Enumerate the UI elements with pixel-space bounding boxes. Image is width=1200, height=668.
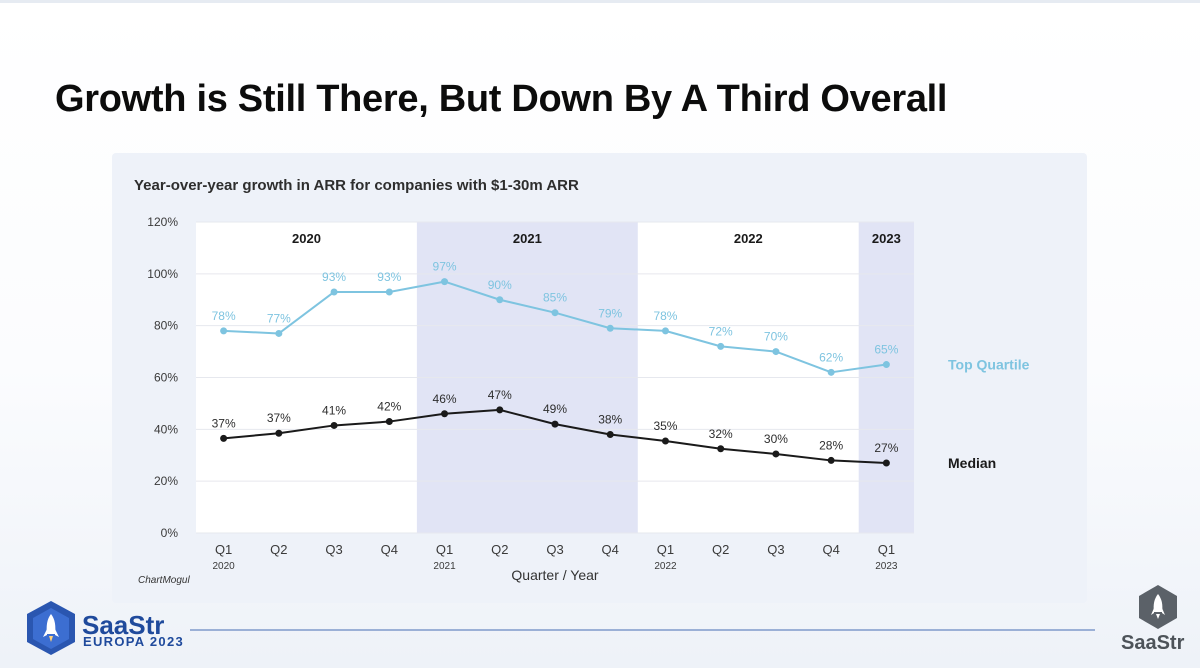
rocket-icon xyxy=(27,601,75,655)
x-axis-label: Quarter / Year xyxy=(511,567,599,583)
top-quartile-data-label: 65% xyxy=(874,343,898,357)
y-tick-label: 40% xyxy=(154,422,178,436)
y-tick-label: 80% xyxy=(154,319,178,333)
top-quartile-data-label: 93% xyxy=(322,270,346,284)
chart-card: 2020 2021 2022 2023 0% 20% 40% 60% 80% 100% 120% Q… xyxy=(112,153,1087,603)
slide-title: Growth is Still There, But Down By A Thi… xyxy=(55,78,948,120)
top-quartile-data-label: 78% xyxy=(212,309,236,323)
top-quartile-point xyxy=(385,288,393,296)
top-border xyxy=(0,0,1200,3)
x-tick-year-label: 2023 xyxy=(875,561,898,572)
x-tick-label: Q3 xyxy=(767,542,784,557)
top-quartile-series-label: Top Quartile xyxy=(948,357,1030,373)
x-tick-label: Q3 xyxy=(546,542,563,557)
x-tick-label: Q4 xyxy=(381,542,398,557)
top-quartile-point xyxy=(330,288,338,296)
top-quartile-point xyxy=(496,296,504,304)
x-tick-year-label: 2022 xyxy=(654,561,677,572)
y-tick-label: 20% xyxy=(154,474,178,488)
x-tick-label: Q1 xyxy=(657,542,674,557)
rocket-icon xyxy=(1139,585,1177,629)
top-quartile-point xyxy=(882,361,890,369)
top-quartile-data-label: 90% xyxy=(488,278,512,292)
top-quartile-point xyxy=(772,348,780,356)
median-data-label: 46% xyxy=(433,392,457,406)
brand-name: SaaStr xyxy=(82,610,165,640)
x-tick-year-label: 2021 xyxy=(433,561,456,572)
median-series-label: Median xyxy=(948,455,996,471)
y-tick-label: 60% xyxy=(154,371,178,385)
top-quartile-point xyxy=(275,329,283,337)
median-data-label: 35% xyxy=(653,419,677,433)
x-tick-label: Q1 xyxy=(215,542,232,557)
median-data-label: 42% xyxy=(377,400,401,414)
median-data-label: 30% xyxy=(764,432,788,446)
x-tick-label: Q2 xyxy=(712,542,729,557)
x-tick-label: Q3 xyxy=(325,542,342,557)
year-label-2021: 2021 xyxy=(513,231,542,246)
y-tick-label: 0% xyxy=(161,526,179,540)
top-quartile-point xyxy=(827,368,835,376)
median-point xyxy=(385,418,393,426)
top-quartile-data-label: 70% xyxy=(764,330,788,344)
top-quartile-data-label: 77% xyxy=(267,311,291,325)
top-quartile-data-label: 85% xyxy=(543,291,567,305)
year-label-2023: 2023 xyxy=(872,231,901,246)
year-label-2020: 2020 xyxy=(292,231,321,246)
x-tick-label: Q1 xyxy=(436,542,453,557)
median-data-label: 47% xyxy=(488,388,512,402)
top-quartile-data-label: 62% xyxy=(819,350,843,364)
median-point xyxy=(275,429,283,437)
brand-event: EUROPA 2023 xyxy=(83,634,185,649)
median-point xyxy=(882,459,890,467)
median-point xyxy=(496,406,504,414)
x-tick-label: Q2 xyxy=(491,542,508,557)
footer-divider xyxy=(190,629,1095,631)
top-quartile-point xyxy=(717,342,725,350)
median-data-label: 37% xyxy=(267,411,291,425)
x-tick-label: Q4 xyxy=(822,542,839,557)
median-point xyxy=(441,410,449,418)
median-data-label: 41% xyxy=(322,403,346,417)
top-quartile-point xyxy=(441,278,449,286)
median-point xyxy=(606,431,614,439)
median-point xyxy=(827,456,835,464)
median-point xyxy=(717,445,725,453)
top-quartile-point xyxy=(220,327,228,335)
chart-title: Year-over-year growth in ARR for compani… xyxy=(134,177,579,194)
line-chart: 2020 2021 2022 2023 0% 20% 40% 60% 80% 100% 120% Q… xyxy=(134,177,1030,586)
x-tick-year-label: 2020 xyxy=(212,561,235,572)
year-label-2022: 2022 xyxy=(734,231,763,246)
top-quartile-point xyxy=(661,327,669,335)
median-point xyxy=(220,434,228,442)
top-quartile-data-label: 78% xyxy=(653,309,677,323)
median-data-label: 27% xyxy=(874,441,898,455)
median-data-label: 38% xyxy=(598,413,622,427)
median-point xyxy=(772,450,780,458)
top-quartile-data-label: 97% xyxy=(433,260,457,274)
median-point xyxy=(551,420,559,428)
x-tick-label: Q1 xyxy=(878,542,895,557)
median-point xyxy=(330,421,338,429)
top-quartile-data-label: 93% xyxy=(377,270,401,284)
median-data-label: 28% xyxy=(819,438,843,452)
x-tick-label: Q2 xyxy=(270,542,287,557)
median-data-label: 32% xyxy=(709,427,733,441)
median-point xyxy=(661,437,669,445)
median-data-label: 37% xyxy=(212,416,236,430)
top-quartile-point xyxy=(551,309,559,317)
source-label: ChartMogul xyxy=(138,575,190,586)
corner-brand-name: SaaStr xyxy=(1121,632,1185,654)
median-data-label: 49% xyxy=(543,402,567,416)
top-quartile-data-label: 72% xyxy=(709,324,733,338)
y-tick-label: 100% xyxy=(147,267,178,281)
x-tick-label: Q4 xyxy=(602,542,619,557)
top-quartile-point xyxy=(606,324,614,332)
y-tick-label: 120% xyxy=(147,215,178,229)
top-quartile-data-label: 79% xyxy=(598,306,622,320)
